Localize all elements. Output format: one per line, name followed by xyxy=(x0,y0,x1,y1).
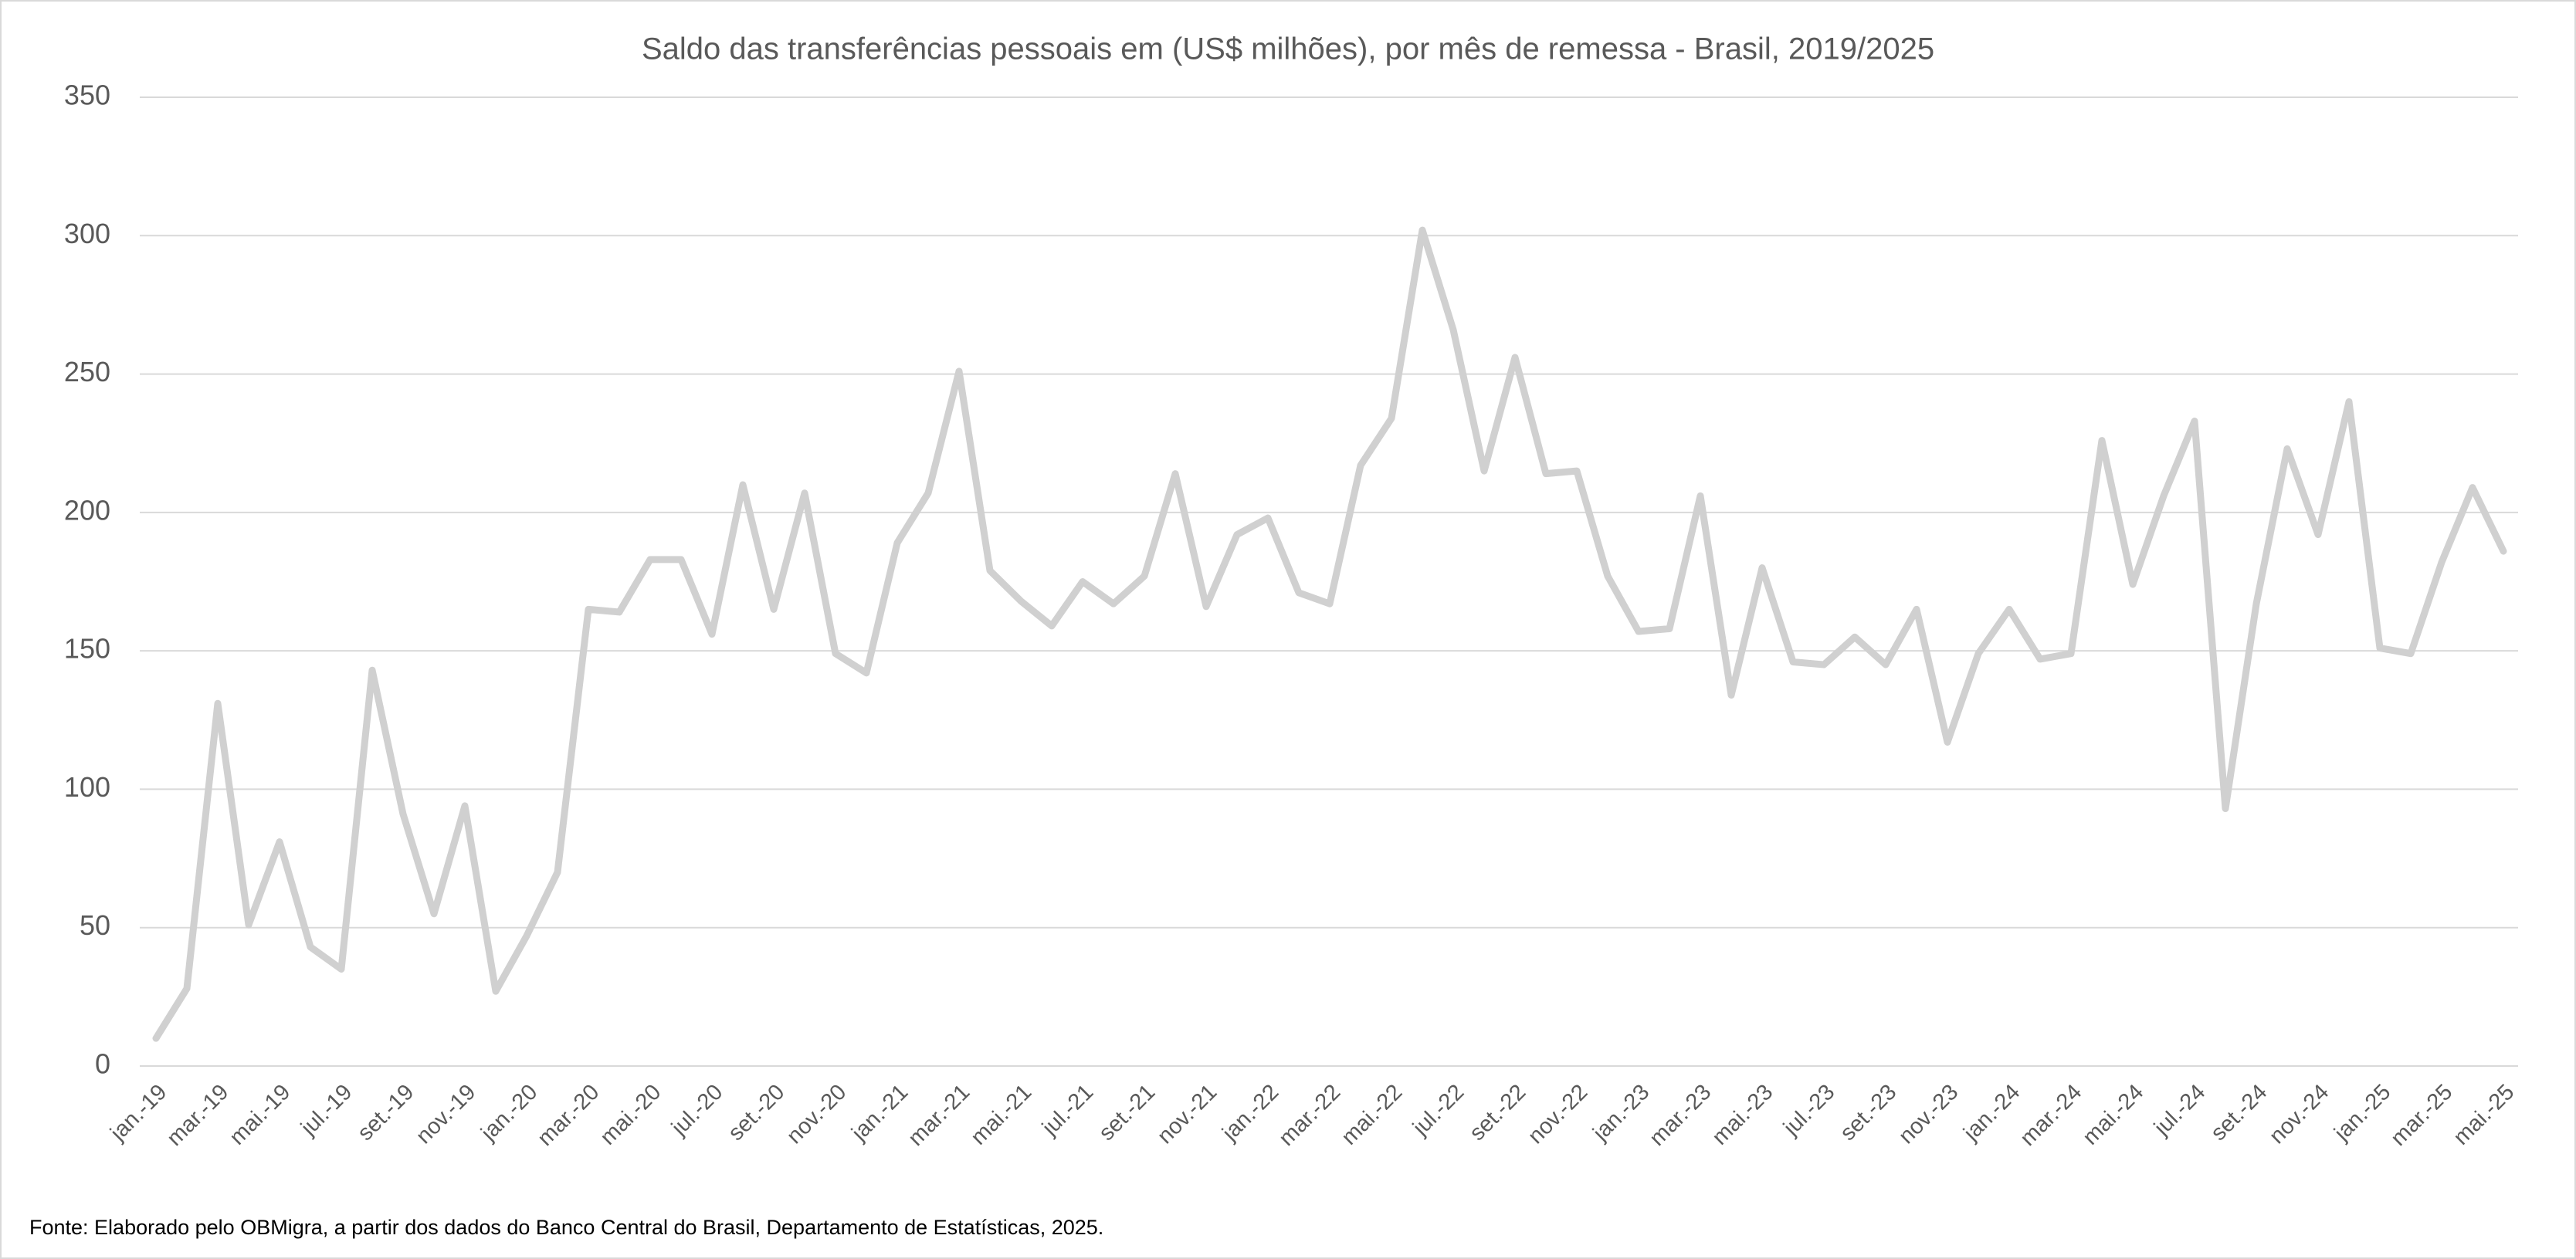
y-tick-label: 350 xyxy=(64,80,110,111)
y-tick-label: 50 xyxy=(80,909,110,941)
y-tick-label: 250 xyxy=(64,356,110,388)
y-tick-label: 300 xyxy=(64,218,110,249)
y-tick-label: 100 xyxy=(64,771,110,803)
data-line xyxy=(152,226,2507,1042)
chart-title: Saldo das transferências pessoais em (US… xyxy=(642,32,1934,66)
y-tick-label: 0 xyxy=(95,1048,110,1080)
y-tick-label: 200 xyxy=(64,494,110,526)
y-tick-label: 150 xyxy=(64,633,110,665)
source-note: Fonte: Elaborado pelo OBMigra, a partir … xyxy=(29,1216,1103,1239)
